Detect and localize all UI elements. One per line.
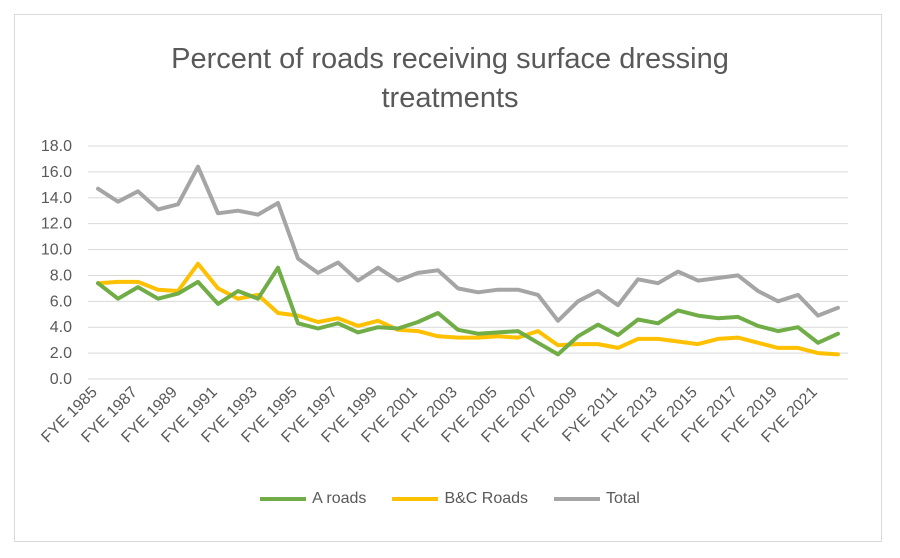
- chart-title-line-2: treatments: [381, 82, 519, 114]
- y-tick-label: 14.0: [41, 190, 72, 207]
- y-tick-label: 4.0: [50, 319, 72, 336]
- y-tick-label: 10.0: [41, 242, 72, 259]
- chart-title: Percent of roads receiving surface dress…: [0, 40, 900, 118]
- legend-label-total: Total: [606, 490, 640, 507]
- legend-swatch-total: [554, 497, 601, 501]
- y-tick-label: 2.0: [50, 345, 72, 362]
- legend-swatch-bc-roads: [392, 497, 439, 501]
- y-tick-label: 8.0: [50, 267, 72, 284]
- legend: A roads B&C Roads Total: [0, 490, 900, 508]
- y-tick-label: 12.0: [41, 216, 72, 233]
- legend-item-total: Total: [554, 490, 640, 508]
- series-line-total: [96, 164, 840, 323]
- legend-label-bc-roads: B&C Roads: [444, 490, 529, 507]
- legend-item-bc-roads: B&C Roads: [392, 490, 528, 508]
- y-tick-label: 18.0: [41, 138, 72, 155]
- legend-item-a-roads: A roads: [260, 490, 366, 508]
- y-tick-label: 6.0: [50, 293, 72, 310]
- legend-label-a-roads: A roads: [312, 490, 367, 507]
- chart-title-line-1: Percent of roads receiving surface dress…: [171, 43, 729, 75]
- series-line-a-roads: [96, 265, 840, 357]
- series-line-b-c-roads: [96, 261, 840, 357]
- y-tick-label: 0.0: [50, 371, 72, 388]
- y-tick-label: 16.0: [41, 164, 72, 181]
- legend-swatch-a-roads: [260, 497, 307, 501]
